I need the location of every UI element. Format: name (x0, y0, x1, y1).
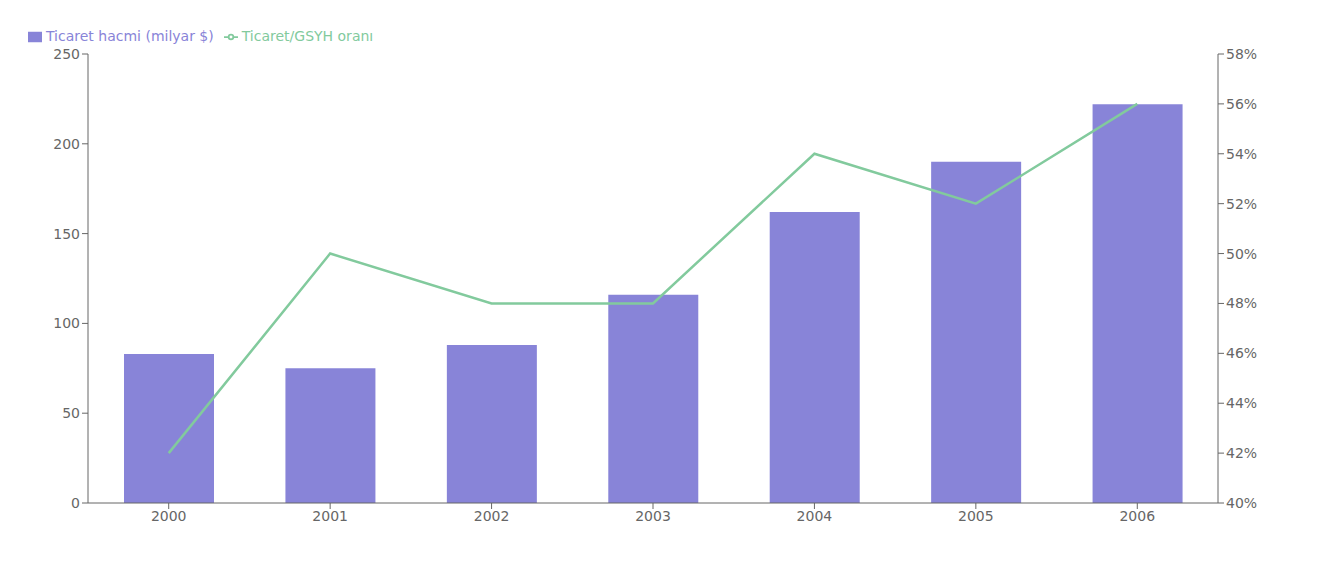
svg-text:50: 50 (62, 405, 80, 421)
html-text:Ticaret hacmi (milyar $): Ticaret hacmi (milyar $) (46, 28, 214, 44)
svg-text:0: 0 (71, 495, 80, 511)
html-text:Ticaret/GSYH oranı: Ticaret/GSYH oranı (241, 28, 374, 44)
svg-text:56%: 56% (1226, 96, 1257, 112)
svg-text:40%: 40% (1226, 495, 1257, 511)
svg-text:150: 150 (53, 226, 80, 242)
svg-text:2004: 2004 (797, 508, 833, 524)
svg-text:48%: 48% (1226, 295, 1257, 311)
svg-text:2001: 2001 (312, 508, 348, 524)
svg-text:100: 100 (53, 315, 80, 331)
svg-text:46%: 46% (1226, 345, 1257, 361)
svg-text:54%: 54% (1226, 146, 1257, 162)
svg-text:250: 250 (53, 46, 80, 62)
svg-text:50%: 50% (1226, 246, 1257, 262)
svg-text:2003: 2003 (635, 508, 671, 524)
svg-text:200: 200 (53, 136, 80, 152)
svg-text:42%: 42% (1226, 445, 1257, 461)
svg-text:2002: 2002 (474, 508, 510, 524)
svg-text:2000: 2000 (151, 508, 187, 524)
svg-text:2006: 2006 (1119, 508, 1155, 524)
svg-text:44%: 44% (1226, 395, 1257, 411)
svg-text:52%: 52% (1226, 196, 1257, 212)
svg-text:58%: 58% (1226, 46, 1257, 62)
svg-text:2005: 2005 (958, 508, 994, 524)
